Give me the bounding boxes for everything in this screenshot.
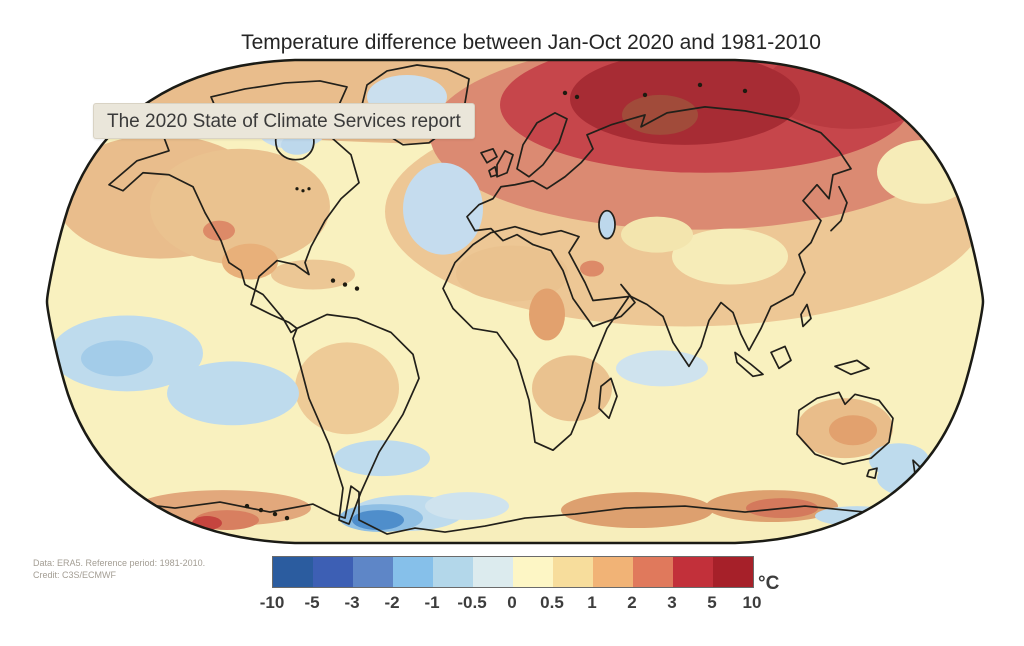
colorbar-tick-label: -0.5 (457, 593, 487, 612)
credit-line-1: Data: ERA5. Reference period: 1981-2010. (33, 558, 206, 568)
tooltip: The 2020 State of Climate Services repor… (93, 103, 475, 139)
colorbar-tick-label: 3 (667, 593, 677, 612)
colorbar-tick-label: 5 (707, 593, 717, 612)
colorbar-segment (393, 557, 433, 587)
colorbar-ticks: -10 -5 -3 -2 -1 -0.5 0 0.5 1 2 3 5 10 (260, 593, 762, 615)
colorbar-tick-label: -1 (424, 593, 440, 612)
colorbar-segment (273, 557, 313, 587)
colorbar-unit-label: °C (758, 573, 780, 594)
colorbar (272, 556, 754, 588)
colorbar-segment (473, 557, 513, 587)
map-border (45, 58, 985, 545)
colorbar-tick-label: 0 (507, 593, 517, 612)
colorbar-tick-label: 10 (742, 593, 762, 612)
colorbar-segment (593, 557, 633, 587)
world-map (45, 57, 985, 546)
coastlines (74, 64, 956, 535)
colorbar-tick-label: 2 (627, 593, 637, 612)
colorbar-segment (433, 557, 473, 587)
colorbar-tick-label: 1 (587, 593, 597, 612)
colorbar-tick-label: -5 (304, 593, 320, 612)
colorbar-segment (353, 557, 393, 587)
colorbar-segment (553, 557, 593, 587)
data-credit: Data: ERA5. Reference period: 1981-2010.… (33, 557, 205, 581)
world-map-svg (45, 58, 985, 545)
colorbar-tick-label: 0.5 (540, 593, 564, 612)
colorbar-segment (633, 557, 673, 587)
credit-line-2: Credit: C3S/ECMWF (33, 570, 117, 580)
colorbar-segment (713, 557, 753, 587)
island-dots (244, 82, 748, 521)
colorbar-tick-label: -10 (259, 593, 285, 612)
tooltip-text: The 2020 State of Climate Services repor… (107, 111, 461, 132)
colorbar-tick-label: -3 (344, 593, 360, 612)
colorbar-segment (513, 557, 553, 587)
chart-title: Temperature difference between Jan-Oct 2… (241, 31, 821, 54)
colorbar-tick-label: -2 (384, 593, 400, 612)
colorbar-segment (673, 557, 713, 587)
colorbar-segment (313, 557, 353, 587)
